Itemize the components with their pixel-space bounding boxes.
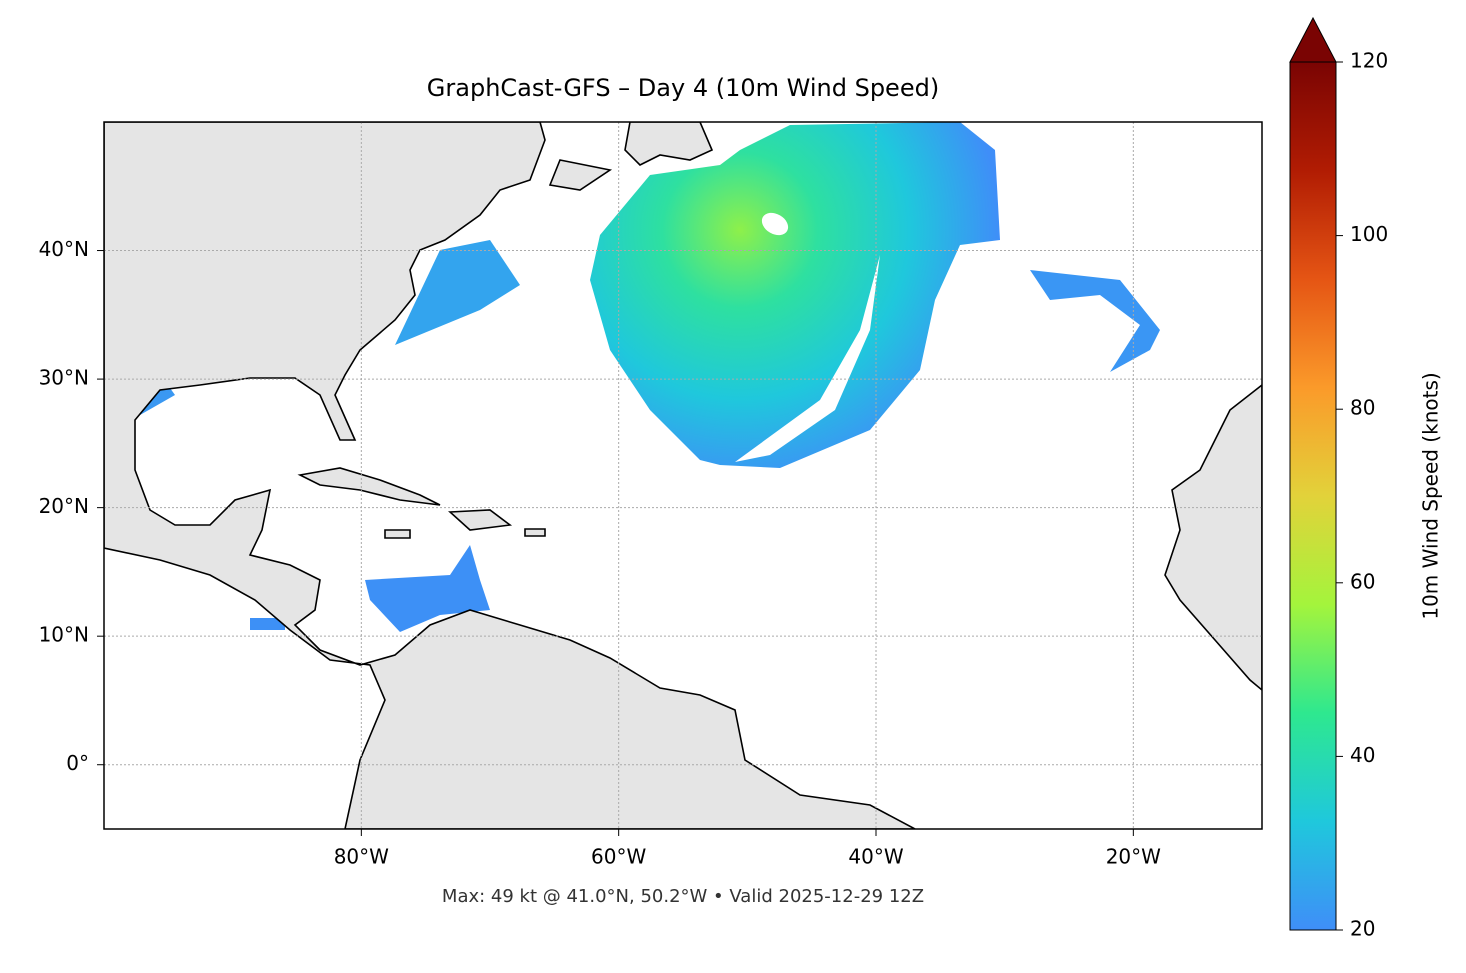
nova-scotia — [548, 159, 613, 191]
wind-area — [395, 240, 520, 345]
x-tick-label: 80°W — [334, 845, 389, 869]
y-tick-label: 0° — [66, 751, 89, 775]
land — [104, 122, 1262, 829]
chart-title: GraphCast-GFS – Day 4 (10m Wind Speed) — [427, 74, 939, 102]
colorbar-tick-label: 40 — [1350, 743, 1375, 767]
hispaniola — [448, 509, 513, 531]
y-tick-label: 30°N — [39, 366, 89, 390]
x-tick-label: 60°W — [591, 845, 646, 869]
newfoundland — [624, 122, 714, 166]
map — [104, 122, 1262, 829]
colorbar-tick-label: 60 — [1350, 569, 1375, 593]
y-tick-label: 10°N — [39, 623, 89, 647]
colorbar — [1289, 61, 1337, 931]
cuba — [297, 467, 441, 506]
colorbar-tick-label: 80 — [1350, 396, 1375, 420]
colorbar-label: 10m Wind Speed (knots) — [1419, 372, 1443, 619]
footnote: Max: 49 kt @ 41.0°N, 50.2°W • Valid 2025… — [442, 886, 924, 907]
colorbar-tick-label: 20 — [1350, 917, 1375, 941]
colorbar-tick-label: 120 — [1350, 49, 1388, 73]
wind-gap — [735, 255, 880, 462]
colorbar-tick-label: 100 — [1350, 222, 1388, 246]
wind-area — [250, 618, 285, 630]
x-tick-label: 40°W — [848, 845, 903, 869]
colorbar-extend — [1289, 16, 1337, 63]
wind-area — [590, 122, 1000, 468]
jamaica — [384, 529, 411, 539]
wind-gap — [761, 212, 789, 236]
wind-area — [1030, 270, 1160, 372]
wind-area — [365, 545, 490, 632]
africa — [1164, 383, 1262, 692]
x-tick-label: 20°W — [1106, 845, 1161, 869]
americas — [104, 122, 916, 829]
puerto-rico — [524, 528, 546, 537]
grid — [104, 122, 1262, 829]
y-tick-label: 40°N — [39, 237, 89, 261]
y-tick-label: 20°N — [39, 494, 89, 518]
map-frame — [103, 121, 1263, 830]
